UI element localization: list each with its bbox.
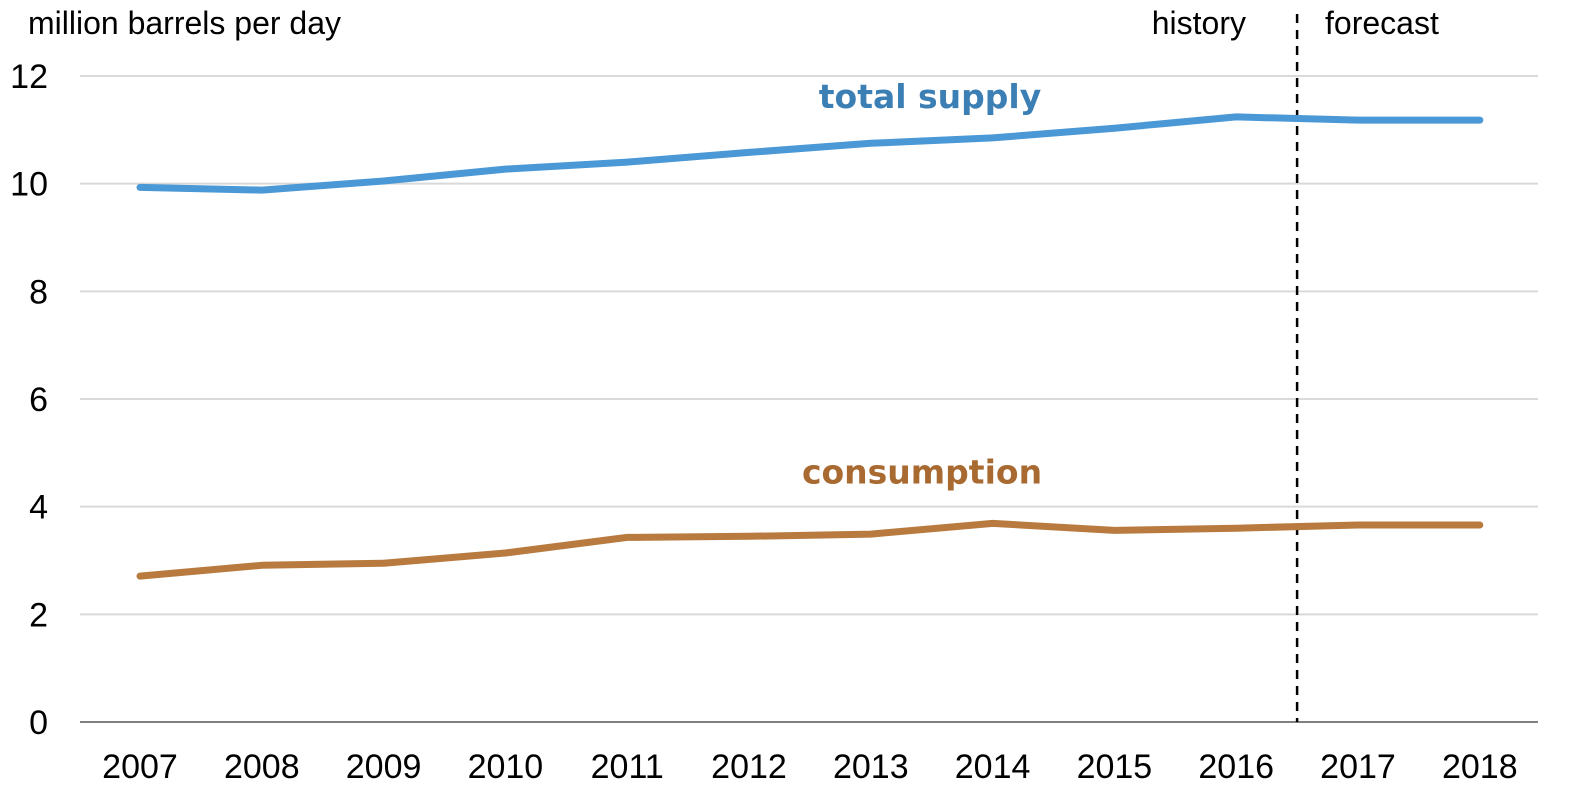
series-label-total-supply: total supply <box>819 77 1042 116</box>
x-tick-label: 2009 <box>346 748 422 786</box>
x-tick-label: 2013 <box>833 748 909 786</box>
y-axis-unit-label: million barrels per day <box>28 5 341 41</box>
x-tick-label: 2007 <box>102 748 178 786</box>
series-line-consumption <box>136 519 1484 580</box>
x-tick-label: 2017 <box>1320 748 1396 786</box>
x-tick-label: 2014 <box>955 748 1031 786</box>
history-label: history <box>1152 5 1246 41</box>
x-tick-labels: 2007 2008 2009 2010 2011 2012 2013 2014 2015 2016… <box>102 748 1517 786</box>
x-tick-label: 2015 <box>1077 748 1153 786</box>
forecast-label: forecast <box>1325 5 1439 41</box>
series-labels: total supply consumption <box>802 77 1042 491</box>
y-tick-label: 12 <box>10 58 48 96</box>
series-label-consumption: consumption <box>802 452 1042 491</box>
y-tick-label: 0 <box>29 704 48 742</box>
y-tick-label: 6 <box>29 381 48 419</box>
x-tick-label: 2008 <box>224 748 300 786</box>
x-tick-label: 2010 <box>468 748 544 786</box>
x-tick-label: 2018 <box>1442 748 1518 786</box>
y-tick-label: 10 <box>10 166 48 204</box>
x-tick-label: 2012 <box>711 748 787 786</box>
y-tick-label: 2 <box>29 596 48 634</box>
x-tick-label: 2011 <box>591 748 664 786</box>
series-line-total-supply <box>136 113 1484 194</box>
y-tick-labels: 0 2 4 6 8 10 12 <box>10 58 48 742</box>
series-lines <box>136 113 1484 580</box>
y-tick-label: 8 <box>29 273 48 311</box>
x-tick-label: 2016 <box>1198 748 1274 786</box>
y-tick-label: 4 <box>29 489 48 527</box>
